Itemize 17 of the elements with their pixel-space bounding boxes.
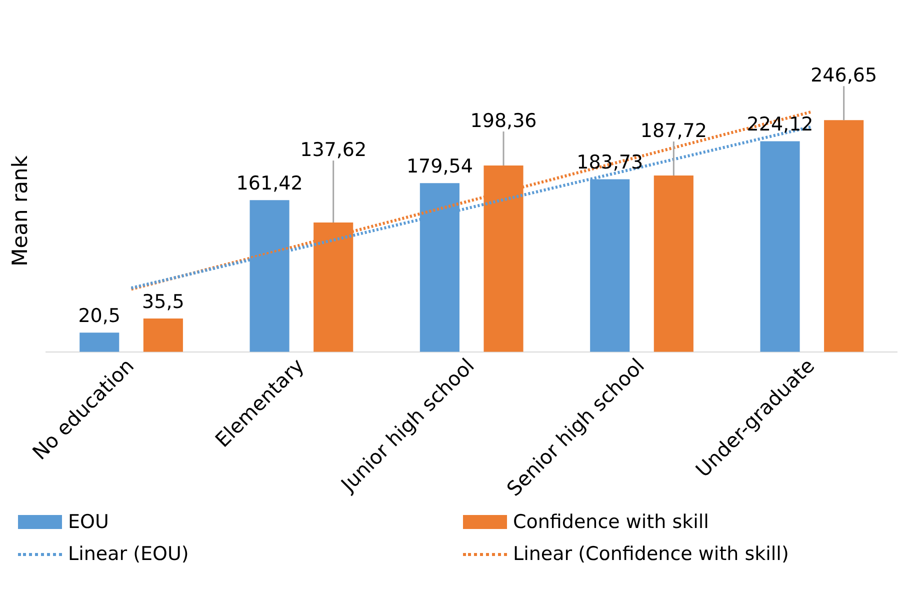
data-label: 187,72 — [640, 120, 707, 142]
legend-label: Linear (Confidence with skill) — [513, 543, 789, 565]
legend-label: EOU — [68, 511, 109, 533]
data-label: 161,42 — [236, 172, 303, 195]
data-label: 20,5 — [78, 305, 121, 328]
data-label: 179,54 — [406, 156, 473, 178]
bar — [654, 175, 694, 352]
legend-label: Linear (EOU) — [68, 543, 189, 565]
y-axis-title: Mean rank — [8, 154, 32, 266]
data-label: 198,36 — [470, 110, 537, 132]
legend-label: Confidence with skill — [513, 511, 709, 533]
bar — [80, 332, 120, 352]
bar — [824, 120, 864, 352]
bar — [143, 318, 183, 352]
data-label: 137,62 — [300, 138, 367, 161]
data-label: 246,65 — [810, 64, 878, 87]
data-label: 35,5 — [142, 290, 184, 313]
